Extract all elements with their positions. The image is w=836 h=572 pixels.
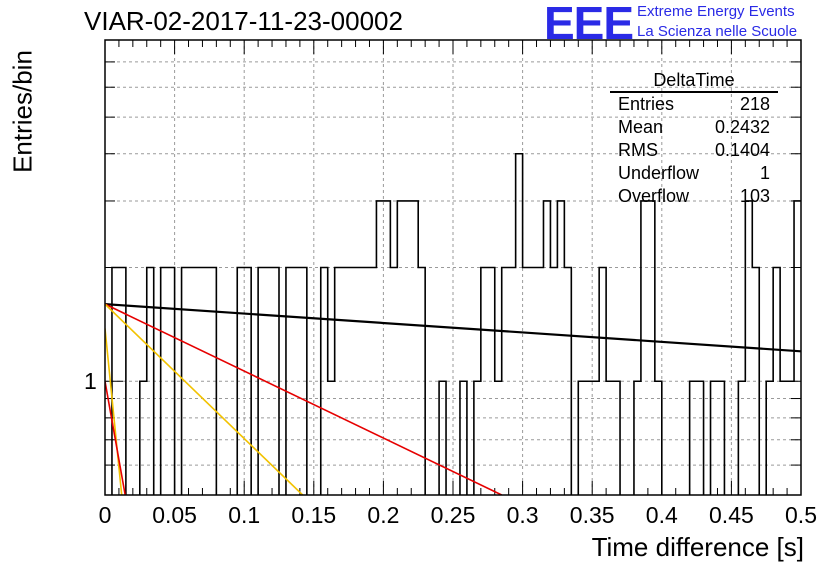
x-axis-title: Time difference [s] <box>591 532 804 562</box>
fit-line <box>105 328 123 495</box>
x-tick-label: 0.3 <box>506 502 539 528</box>
x-tick-label: 0.35 <box>569 502 615 528</box>
logo-text-line1: Extreme Energy Events <box>637 3 795 20</box>
fit-line <box>105 303 801 353</box>
stats-value: 0.1404 <box>714 140 770 160</box>
stats-value: 0.2432 <box>714 117 770 137</box>
x-tick-label: 0.5 <box>785 502 817 528</box>
stats-row-entries: Entries 218 <box>610 93 778 116</box>
x-tick-label: 0.05 <box>152 502 197 528</box>
stats-label: Underflow <box>618 163 700 183</box>
x-tick-label: 0.1 <box>228 502 261 528</box>
plot-frame <box>104 39 802 496</box>
stats-label: Entries <box>618 94 675 114</box>
stats-value: 218 <box>739 94 770 114</box>
stats-row-mean: Mean 0.2432 <box>610 116 778 139</box>
stats-value: 103 <box>739 186 770 206</box>
stats-row-rms: RMS 0.1404 <box>610 139 778 162</box>
stats-label: Overflow <box>618 186 690 206</box>
stats-row-overflow: Overflow 103 <box>610 185 778 208</box>
stats-row-underflow: Underflow 1 <box>610 162 778 185</box>
chart-title: VIAR-02-2017-11-23-00002 <box>84 6 403 36</box>
x-tick-label: 0.2 <box>367 502 400 528</box>
y-tick-label: 1 <box>84 368 97 394</box>
logo-text-line2: La Scienza nelle Scuole <box>637 23 798 40</box>
x-tick-label: 0.45 <box>709 502 754 528</box>
x-tick-label: 0.15 <box>291 502 337 528</box>
x-tick-label: 0.25 <box>430 502 476 528</box>
x-tick-label: 0.4 <box>645 502 678 528</box>
fit-line <box>105 303 304 495</box>
stats-box: DeltaTime Entries 218 Mean 0.2432 RMS 0.140… <box>610 70 778 208</box>
stats-value: 1 <box>759 163 770 183</box>
fit-line <box>105 303 503 495</box>
stats-label: RMS <box>618 140 658 160</box>
histogram-line <box>111 152 801 495</box>
x-tick-label: 0 <box>98 502 112 528</box>
stats-box-name: DeltaTime <box>610 70 778 93</box>
y-axis-title: Entries/bin <box>7 50 38 173</box>
fit-line <box>105 381 126 495</box>
eee-logo: EEE <box>544 0 634 49</box>
stats-label: Mean <box>618 117 664 137</box>
